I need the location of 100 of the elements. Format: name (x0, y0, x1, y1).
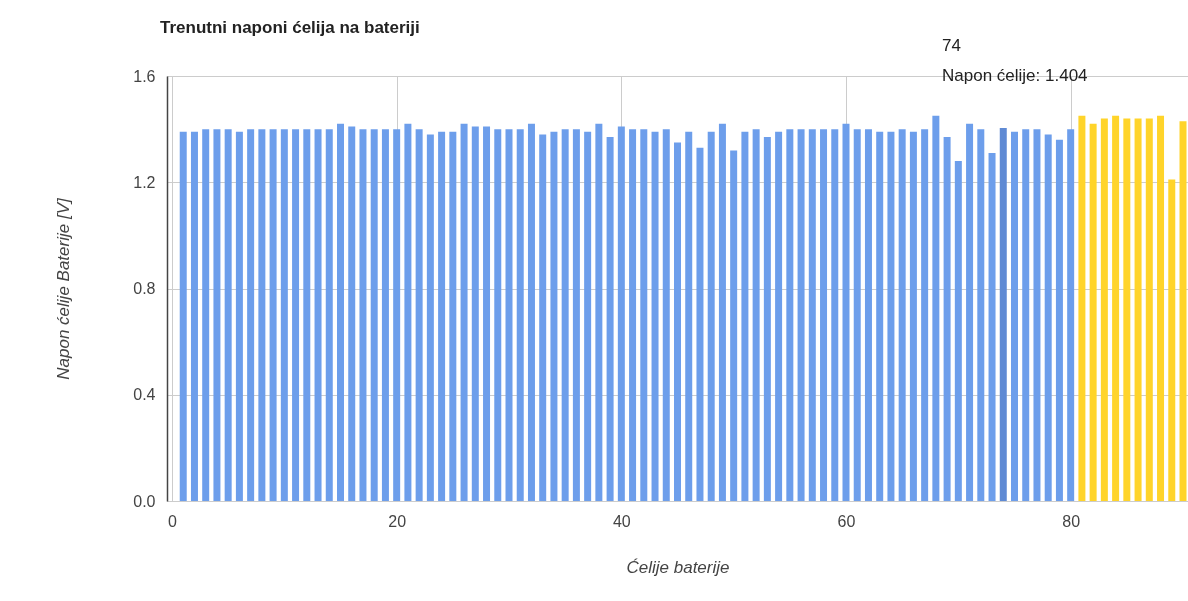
y-tick-label: 1.2 (133, 173, 156, 191)
bar (1112, 115, 1120, 501)
bar (381, 129, 389, 501)
bar (595, 123, 603, 501)
bar (325, 129, 333, 501)
bar (572, 129, 580, 501)
bar (1123, 118, 1131, 501)
bar (1022, 129, 1030, 501)
bar (303, 129, 311, 501)
bar (224, 129, 232, 501)
bar (415, 129, 423, 501)
bar (853, 129, 861, 501)
bar (741, 131, 749, 501)
bar (988, 153, 996, 501)
bar (426, 134, 434, 501)
bar (213, 129, 221, 501)
bar (730, 150, 738, 501)
bar (1089, 123, 1097, 501)
x-tick-label: 20 (388, 512, 407, 530)
bar (539, 134, 547, 501)
x-axis-title: Ćelije baterije (626, 557, 730, 577)
bar (179, 131, 187, 501)
bar (471, 126, 479, 501)
bar (1067, 129, 1075, 501)
bar (516, 129, 524, 501)
bar (584, 131, 592, 501)
bar (606, 137, 614, 501)
bar (359, 129, 367, 501)
x-tick-label: 60 (837, 512, 856, 530)
chart-title: Trenutni naponi ćelija na bateriji (160, 18, 420, 37)
bar (449, 131, 457, 501)
bar (370, 129, 378, 501)
bar (786, 129, 794, 501)
bar (876, 131, 884, 501)
bar (247, 129, 255, 501)
bar (1011, 131, 1018, 501)
bar (685, 131, 693, 501)
y-tick-label: 0.4 (133, 386, 156, 404)
bar (550, 131, 558, 501)
x-tick-label: 40 (612, 512, 631, 530)
bar (707, 131, 715, 501)
bar (898, 129, 906, 501)
bar (718, 123, 726, 501)
bar (696, 147, 704, 501)
bar (640, 129, 648, 501)
bar (932, 115, 940, 501)
bar (999, 128, 1007, 501)
bar (1157, 115, 1165, 501)
bar (505, 129, 513, 501)
y-tick-label: 1.6 (133, 67, 156, 85)
bar (887, 131, 895, 501)
bar (820, 129, 828, 501)
bar (797, 129, 805, 501)
bar (438, 131, 446, 501)
bar (269, 129, 277, 501)
bar (1168, 179, 1176, 501)
bar (909, 131, 917, 501)
bar (202, 129, 210, 501)
bar (404, 123, 412, 501)
bar (662, 129, 670, 501)
bar (808, 129, 816, 501)
y-axis-title: Napon ćelije Baterije [V] (54, 197, 74, 380)
annotation: 74 Napon ćelije: 1.404 (942, 36, 1088, 85)
bar (1055, 139, 1063, 501)
bar (235, 131, 243, 501)
bar (943, 137, 951, 501)
bar (314, 129, 322, 501)
bar (1033, 129, 1041, 501)
bar (629, 129, 637, 501)
bar (348, 126, 356, 501)
bar (752, 129, 760, 501)
bar (494, 129, 502, 501)
bar (337, 123, 344, 501)
x-tick-label: 80 (1062, 512, 1081, 530)
bar (966, 123, 974, 501)
bar (864, 129, 872, 501)
bar (977, 129, 985, 501)
bar (674, 142, 681, 501)
bar (1179, 121, 1187, 501)
bar (190, 131, 198, 501)
bar (651, 131, 659, 501)
bar (1145, 118, 1153, 501)
bar (921, 129, 929, 501)
bar (842, 123, 850, 501)
bar (617, 126, 625, 501)
bar (483, 126, 491, 501)
bar (258, 129, 266, 501)
y-tick-label: 0.0 (133, 492, 156, 510)
bar (1134, 118, 1142, 501)
bar (954, 161, 962, 501)
bar (1078, 115, 1086, 501)
bar (527, 123, 535, 501)
x-tick-label: 0 (168, 512, 178, 530)
y-tick-label: 0.8 (133, 280, 156, 297)
bar (1044, 134, 1052, 501)
bar (393, 129, 401, 501)
bar (763, 137, 771, 501)
bar (775, 131, 783, 501)
bar (561, 129, 569, 501)
bar (460, 123, 468, 501)
